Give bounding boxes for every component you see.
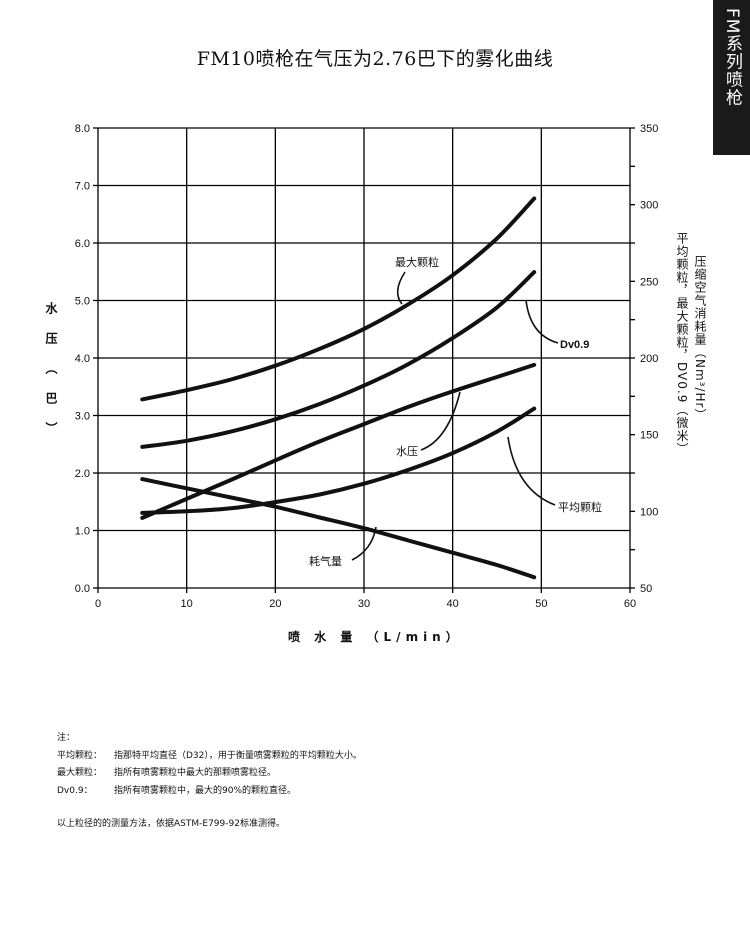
y-left-tick-label: 1.0	[75, 526, 90, 538]
y-axis-right-label-2: 平均颗粒，最大颗粒，DV0.9（微米）	[675, 232, 689, 456]
chart-series	[140, 196, 537, 580]
leader-air-consumption	[351, 526, 377, 561]
x-tick-label: 50	[535, 598, 547, 610]
y-right-tick-label: 350	[640, 123, 658, 135]
y-left-tick-label: 2.0	[75, 468, 90, 480]
x-tick-label: 40	[447, 598, 459, 610]
series-line-mean-particle	[140, 406, 537, 515]
y-right-tick-label: 100	[640, 506, 658, 518]
notes-heading: 注：	[57, 733, 76, 743]
x-tick-label: 20	[269, 598, 281, 610]
chart-ticks: 0 10 20 30 40 50 60 0.0 1.0 2.0 3.0 4.0 5.0 6.0 7.0 8.0…	[75, 123, 659, 610]
note-desc: 指那特平均直径（D32），用于衡量喷雾颗粒的平均颗粒大小。	[114, 750, 362, 761]
y-axis-right-label-1: 压缩空气消耗量（Nm³/Hr）	[693, 255, 707, 422]
series-line-dv09	[140, 270, 537, 449]
x-tick-label: 30	[358, 598, 370, 610]
note-term: Dv0.9：	[57, 785, 93, 796]
series-line-max-particle	[140, 196, 537, 402]
y-left-tick-label: 5.0	[75, 296, 90, 308]
series-label-air-consumption: 耗气量	[309, 554, 342, 568]
leader-mean-particle	[507, 436, 556, 506]
series-label-water-pressure: 水压	[396, 445, 418, 458]
y-left-tick-label: 8.0	[75, 123, 90, 135]
y-axis-left-label: 水压（巴）	[44, 302, 58, 452]
y-right-tick-label: 300	[640, 200, 658, 212]
series-label-dv09: Dv0.9	[560, 339, 589, 351]
note-term: 最大颗粒：	[57, 768, 103, 778]
series-line-air-consumption	[140, 477, 537, 580]
side-tab-label: FM系列喷枪	[722, 8, 742, 107]
note-term: 平均颗粒：	[57, 750, 103, 761]
side-tab: FM系列喷枪	[713, 0, 750, 155]
series-line-water-pressure	[140, 362, 537, 520]
chart-grid	[93, 127, 635, 593]
y-right-tick-label: 250	[640, 276, 658, 288]
y-left-tick-label: 0.0	[75, 583, 90, 595]
y-right-tick-label: 50	[640, 583, 652, 595]
y-left-tick-label: 6.0	[75, 238, 90, 250]
y-left-tick-label: 7.0	[75, 181, 90, 193]
note-item: 最大颗粒： 指所有喷雾颗粒中最大的那颗喷雾粒径。	[57, 765, 362, 783]
y-left-tick-label: 3.0	[75, 411, 90, 423]
note-item: Dv0.9： 指所有喷雾颗粒中，最大的90%的颗粒直径。	[57, 783, 362, 801]
series-label-max-particle: 最大颗粒	[395, 255, 439, 269]
leader-max-particle	[396, 271, 406, 305]
note-desc: 指所有喷雾颗粒中最大的那颗喷雾粒径。	[114, 768, 277, 778]
chart-label-leaders	[351, 271, 559, 561]
notes-footer: 以上粒径的的测量方法，依据ASTM-E799-92标准测得。	[57, 819, 285, 829]
leader-water-pressure	[420, 391, 461, 451]
y-right-tick-label: 150	[640, 430, 658, 442]
notes-section: 注： 平均颗粒： 指那特平均直径（D32），用于衡量喷雾颗粒的平均颗粒大小。 最…	[57, 730, 362, 834]
x-axis-label: 喷 水 量 （L/min）	[288, 630, 463, 644]
x-tick-label: 0	[95, 598, 101, 610]
y-right-tick-label: 200	[640, 353, 658, 365]
chart-title: FM10喷枪在气压为2.76巴下的雾化曲线	[196, 48, 554, 70]
note-desc: 指所有喷雾颗粒中，最大的90%的颗粒直径。	[114, 785, 297, 796]
y-left-tick-label: 4.0	[75, 353, 90, 365]
x-tick-label: 60	[624, 598, 636, 610]
x-tick-label: 10	[181, 598, 193, 610]
series-label-mean-particle: 平均颗粒	[558, 500, 602, 514]
leader-dv09	[525, 299, 559, 344]
note-item: 平均颗粒： 指那特平均直径（D32），用于衡量喷雾颗粒的平均颗粒大小。	[57, 748, 362, 766]
